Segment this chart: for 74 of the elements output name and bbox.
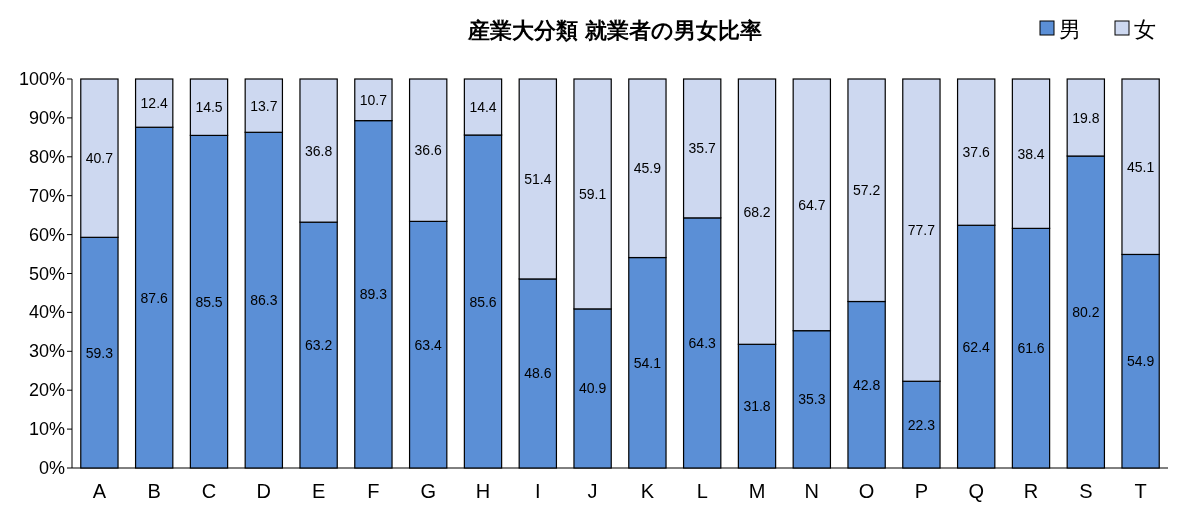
x-tick-label: L [696, 480, 708, 502]
data-label: 35.3 [798, 391, 826, 408]
data-label: 14.4 [469, 99, 497, 116]
data-label: 45.9 [633, 160, 662, 177]
data-label: 68.2 [743, 203, 771, 220]
data-label: 48.6 [524, 365, 552, 382]
y-tick-label: 40% [28, 302, 65, 323]
data-label: 12.4 [140, 95, 169, 112]
y-tick-label: 80% [28, 146, 65, 167]
x-tick-label: A [92, 480, 107, 502]
x-tick-label: T [1134, 480, 1147, 502]
data-label: 38.4 [1017, 145, 1045, 162]
data-label: 59.1 [578, 185, 607, 202]
data-label: 40.7 [85, 150, 114, 167]
data-label: 31.8 [743, 398, 771, 415]
data-label: 64.3 [688, 334, 717, 351]
y-tick-label: 30% [28, 341, 65, 362]
data-label: 77.7 [907, 222, 936, 239]
chart-title: 産業大分類 就業者の男女比率 [467, 18, 762, 43]
y-tick-label: 50% [28, 263, 65, 284]
x-tick-label: J [587, 480, 598, 502]
data-label: 86.3 [250, 292, 278, 309]
data-label: 59.3 [85, 344, 114, 361]
x-tick-label: D [256, 480, 272, 502]
data-label: 36.8 [304, 142, 333, 159]
x-tick-label: N [804, 480, 820, 502]
data-label: 35.7 [688, 140, 717, 157]
x-tick-label: B [147, 480, 161, 502]
data-label: 87.6 [140, 289, 169, 306]
y-tick-label: 90% [28, 107, 65, 128]
data-label: 64.7 [798, 196, 826, 213]
data-label: 36.6 [414, 142, 443, 159]
x-tick-label: Q [968, 480, 984, 502]
x-tick-label: M [748, 480, 766, 502]
x-tick-label: I [535, 480, 541, 502]
data-label: 63.2 [304, 337, 333, 354]
x-tick-label: R [1023, 480, 1039, 502]
data-label: 63.4 [414, 336, 443, 353]
y-tick-label: 60% [28, 224, 65, 245]
y-tick-label: 70% [28, 185, 65, 206]
x-tick-label: P [914, 480, 929, 502]
data-label: 10.7 [359, 91, 388, 108]
x-tick-label: S [1079, 480, 1093, 502]
data-label: 45.1 [1126, 158, 1155, 175]
legend-label: 男 [1059, 17, 1081, 42]
data-label: 57.2 [852, 182, 881, 199]
x-tick-label: E [311, 480, 326, 502]
data-label: 19.8 [1072, 109, 1100, 126]
y-tick-label: 100% [18, 69, 65, 89]
x-tick-label: G [420, 480, 436, 502]
y-tick-label: 20% [28, 380, 65, 401]
data-label: 85.6 [469, 293, 497, 310]
x-tick-label: F [367, 480, 380, 502]
data-label: 80.2 [1072, 304, 1100, 321]
x-tick-label: K [640, 480, 655, 502]
data-label: 61.6 [1017, 340, 1045, 357]
data-label: 14.5 [195, 99, 223, 116]
data-label: 89.3 [359, 286, 388, 303]
x-tick-label: H [475, 480, 491, 502]
data-label: 54.9 [1126, 353, 1155, 370]
x-tick-label: O [858, 480, 875, 502]
data-label: 62.4 [962, 338, 991, 355]
data-label: 51.4 [524, 170, 552, 187]
data-label: 85.5 [195, 293, 223, 310]
data-label: 42.8 [852, 376, 881, 393]
data-label: 40.9 [578, 380, 607, 397]
data-label: 37.6 [962, 144, 991, 161]
y-tick-label: 0% [38, 458, 65, 478]
x-tick-label: C [201, 480, 217, 502]
data-label: 22.3 [907, 416, 936, 433]
data-label: 13.7 [250, 97, 278, 114]
y-tick-label: 10% [28, 419, 65, 440]
data-label: 54.1 [633, 354, 662, 371]
legend-label: 女 [1134, 17, 1156, 42]
